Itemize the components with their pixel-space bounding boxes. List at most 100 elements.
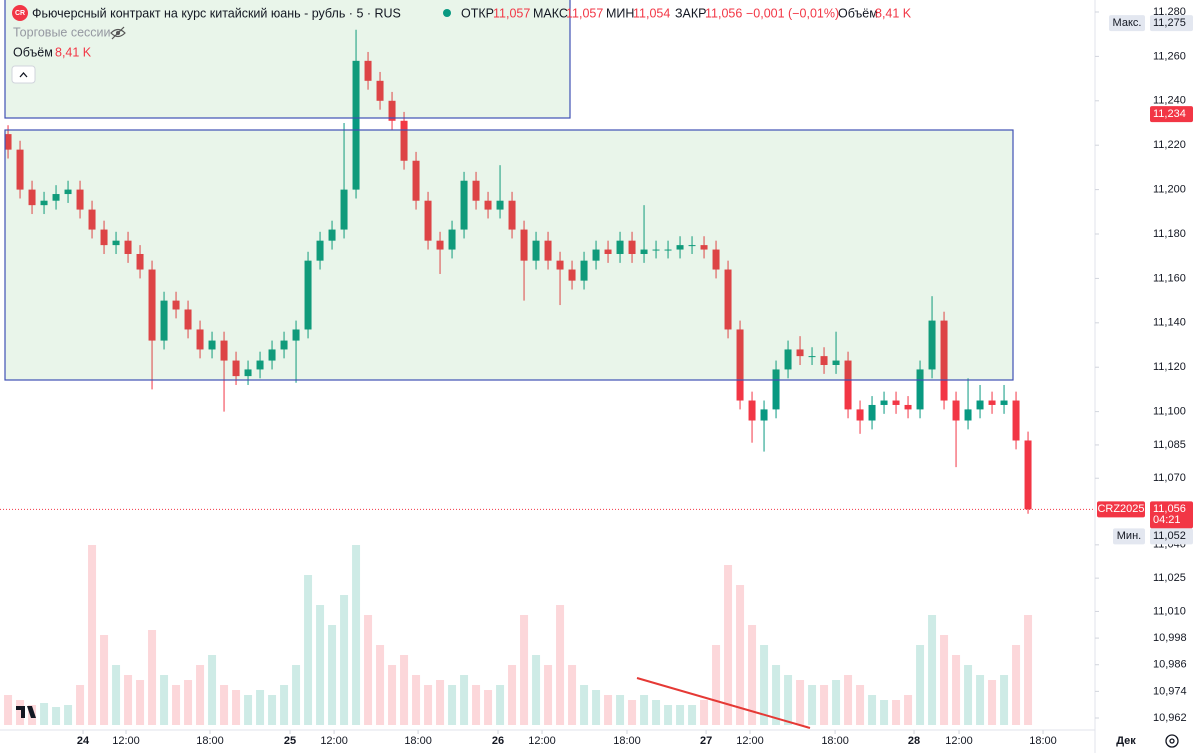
ohlc-value: 11,057 (493, 6, 530, 20)
candle-body (64, 189, 72, 195)
volume-bar (436, 680, 445, 725)
max-value-bg (1150, 15, 1193, 32)
volume-bar (940, 635, 949, 725)
volume-bar (892, 700, 901, 725)
symbol-title[interactable]: Фьючерсный контракт на курс китайский юа… (32, 6, 401, 20)
candle-body (772, 369, 780, 410)
volume-bar (820, 685, 829, 725)
candle-body (148, 269, 156, 341)
min-value: 11,052 (1153, 530, 1186, 542)
symbol-logo (12, 5, 28, 21)
plot (0, 29, 1095, 725)
candle-body (232, 360, 240, 377)
y-tick-label: 11,260 (1153, 50, 1186, 62)
volume-bar (220, 685, 229, 725)
candle-body (748, 400, 756, 421)
candle-body (784, 349, 792, 370)
candle-body (208, 340, 216, 350)
volume-bar (364, 615, 373, 725)
y-tick-label: 11,160 (1153, 272, 1186, 284)
candle-body (712, 249, 720, 270)
alert-price-bg (1150, 106, 1193, 123)
candle-body (520, 229, 528, 261)
candle-body (604, 249, 612, 254)
candle-body (304, 260, 312, 330)
candle-body (136, 253, 144, 270)
candle-body (268, 349, 276, 361)
candle-body (40, 200, 48, 206)
volume-bar (880, 700, 889, 725)
candle-body (352, 60, 360, 190)
volume-bar (412, 675, 421, 725)
candle-body (160, 300, 168, 341)
volume-bar (544, 665, 553, 725)
trend-line[interactable] (636, 677, 811, 729)
volume-bar (88, 545, 97, 725)
ohlc-value: 11,054 (633, 6, 670, 20)
volume-name: Объём (838, 6, 878, 20)
rectangle-drawing[interactable] (4, 129, 1014, 381)
volume-bar (76, 685, 85, 725)
volume-bar (328, 625, 337, 725)
eye-icon[interactable] (110, 26, 126, 40)
ohlc-value: 11,056 (705, 6, 742, 20)
volume-bar (868, 695, 877, 725)
candle-body (340, 189, 348, 230)
candle-body (976, 400, 984, 410)
x-tick-label: 18:00 (196, 735, 224, 747)
candle-body (664, 249, 672, 251)
volume-bar (508, 665, 517, 725)
candle-body (424, 200, 432, 241)
candle-body (388, 100, 396, 121)
volume-bar (316, 605, 325, 725)
volume-bar (568, 665, 577, 725)
volume-bar (1012, 645, 1021, 725)
candle-body (220, 340, 228, 361)
x-tick-label: 27 (700, 735, 712, 747)
candle-body (952, 400, 960, 421)
x-tick-label: 12:00 (528, 735, 556, 747)
volume-bar (496, 685, 505, 725)
ohlc-name: ЗАКР (675, 6, 707, 20)
volume-bar (748, 625, 757, 725)
candle-body (532, 240, 540, 261)
volume-bar (400, 655, 409, 725)
volume-bar (808, 685, 817, 725)
symbol-badge-bg (1097, 501, 1145, 518)
x-tick-label: 18:00 (821, 735, 849, 747)
volume-bar (268, 695, 277, 725)
volume-bar (520, 615, 529, 725)
candle-body (244, 369, 252, 377)
settings-icon[interactable] (1165, 734, 1179, 748)
volume-bar (292, 665, 301, 725)
y-tick-label: 11,070 (1153, 472, 1186, 484)
collapse-button[interactable] (11, 65, 36, 84)
candle-body (316, 240, 324, 261)
y-tick-label: 10,974 (1153, 685, 1187, 697)
y-tick-label: 11,140 (1153, 317, 1186, 329)
candle-body (184, 309, 192, 330)
last-price-bg (1150, 501, 1193, 529)
rectangle-drawing[interactable] (4, 0, 571, 119)
volume-bar (304, 575, 313, 725)
candle-body (616, 240, 624, 254)
volume-bar (700, 700, 709, 725)
sessions[interactable]: Торговые сессии (13, 25, 111, 39)
x-tick-label: 12:00 (112, 735, 140, 747)
candle-body (172, 300, 180, 310)
candle-body (988, 400, 996, 405)
volume-bar (376, 645, 385, 725)
month-menu[interactable]: Дек (1116, 735, 1136, 747)
y-tick-label: 11,220 (1153, 139, 1186, 151)
change: −0,001 (−0,01%) (746, 6, 839, 20)
volume-bar (472, 685, 481, 725)
y-tick-label: 11,010 (1153, 605, 1186, 617)
volume-bar (604, 695, 613, 725)
candle-body (832, 360, 840, 365)
volume-bar (172, 685, 181, 725)
y-tick-label: 11,025 (1153, 572, 1186, 584)
candle-body (508, 200, 516, 230)
candle-body (256, 360, 264, 370)
chevron-icon (19, 72, 28, 78)
